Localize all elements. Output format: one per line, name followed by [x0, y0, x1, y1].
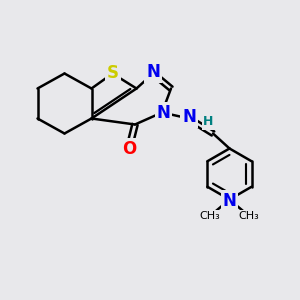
Text: H: H: [203, 115, 214, 128]
Text: N: N: [223, 192, 236, 210]
Text: O: O: [122, 140, 136, 158]
Text: N: N: [146, 63, 160, 81]
Text: N: N: [157, 103, 170, 122]
Text: S: S: [106, 64, 119, 82]
Text: CH₃: CH₃: [200, 211, 220, 221]
Text: CH₃: CH₃: [238, 211, 260, 221]
Text: N: N: [182, 108, 196, 126]
